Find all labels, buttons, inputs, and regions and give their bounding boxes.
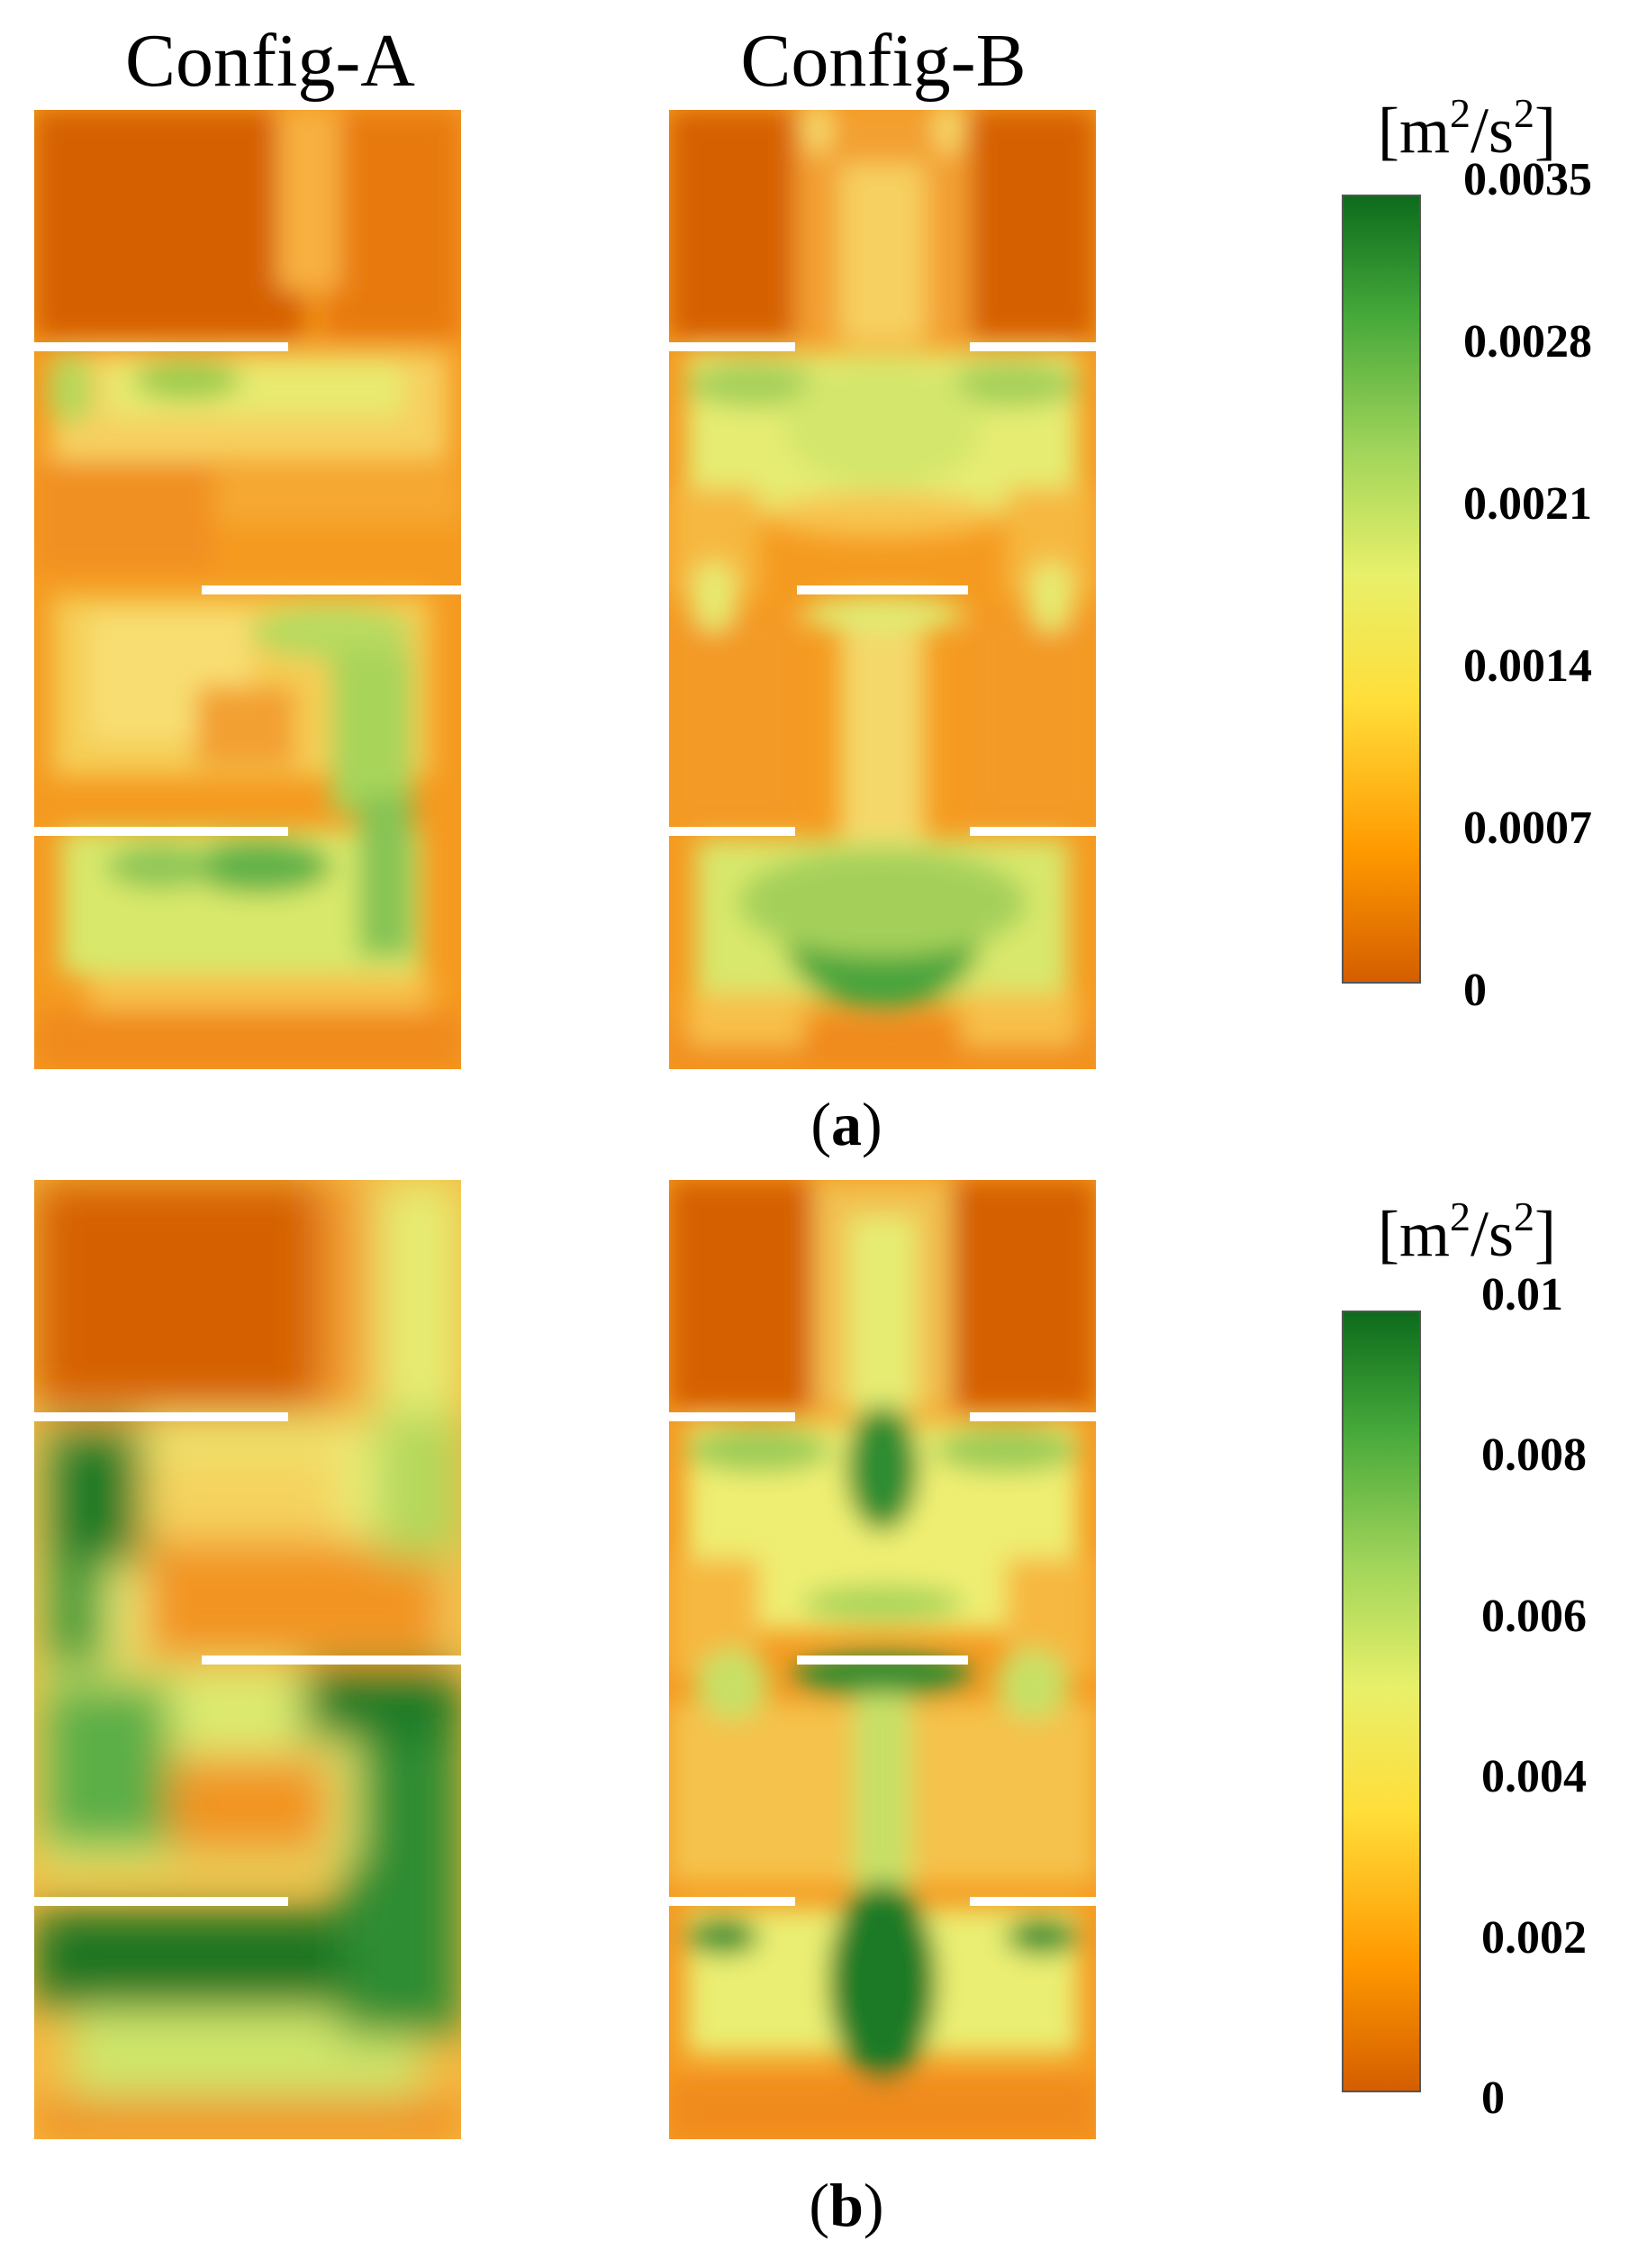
colorbar-tick-label: 0 <box>1463 965 1487 1016</box>
colorbar-unit-a: [m2/s2] <box>1378 90 1556 168</box>
colorbar-unit-b: [m2/s2] <box>1378 1193 1556 1271</box>
config-a-title: Config-A <box>125 19 415 103</box>
colorbar-tick-label: 0.0028 <box>1463 316 1592 367</box>
colorbar-a <box>1342 195 1421 984</box>
panel-label-a: (a) <box>810 1090 882 1158</box>
colorbar-tick-label: 0 <box>1481 2073 1505 2124</box>
colorbar-tick-label: 0.0014 <box>1463 640 1592 692</box>
colorbar-tick-label: 0.002 <box>1481 1911 1587 1964</box>
colorbar-tick-label: 0.0021 <box>1463 478 1592 530</box>
colorbar-tick-label: 0.004 <box>1481 1751 1587 1803</box>
colorbar-tick-label: 0.0035 <box>1463 154 1592 205</box>
contour-map-a-config-b <box>669 110 1096 1069</box>
colorbar-b <box>1342 1311 1421 2092</box>
colorbar-tick-label: 0.01 <box>1481 1269 1563 1320</box>
panel-label-b: (b) <box>809 2171 884 2239</box>
contour-map-a-config-a <box>34 110 461 1069</box>
contour-map-b-config-a <box>34 1180 461 2139</box>
colorbar-tick-label: 0.008 <box>1481 1429 1587 1482</box>
colorbar-tick-label: 0.006 <box>1481 1590 1587 1642</box>
colorbar-tick-label: 0.0007 <box>1463 803 1592 854</box>
contour-map-b-config-b <box>669 1180 1096 2139</box>
config-b-title: Config-B <box>740 19 1027 103</box>
